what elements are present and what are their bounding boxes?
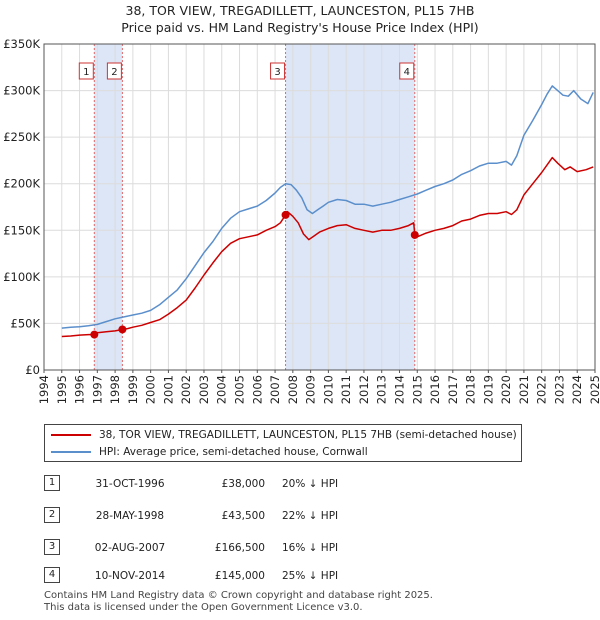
- legend-swatch-hpi: [51, 451, 91, 453]
- x-tick-label: 2011: [339, 375, 353, 404]
- sale-label-box: [270, 62, 286, 80]
- row-hpi: 25% ↓ HPI: [282, 570, 339, 582]
- sale-label: 3: [270, 62, 286, 80]
- row-date: 10-NOV-2014: [94, 570, 166, 582]
- x-tick-label: 2024: [570, 375, 584, 404]
- x-tick-label: 2012: [357, 375, 371, 404]
- x-tick-label: 2019: [481, 375, 495, 404]
- sale-label: 4: [399, 62, 415, 80]
- price-chart: 1 2 3 4 £0 £50K £100K £150K £200K £250K £300K £350K…: [3, 37, 600, 404]
- sale-label: 1: [78, 62, 94, 80]
- x-tick-label: 2009: [304, 375, 318, 404]
- row-number: 1: [44, 475, 60, 491]
- price-line: [61, 156, 594, 338]
- sale-label-text: 3: [274, 67, 280, 78]
- legend-item-hpi: HPI: Average price, semi-detached house,…: [51, 444, 368, 460]
- plot-frame: [43, 43, 596, 371]
- footer-licence: This data is licensed under the Open Gov…: [44, 602, 363, 613]
- x-tick-label: 1997: [90, 375, 104, 404]
- sale-label-box: [399, 62, 415, 80]
- shaded-range: [285, 44, 415, 370]
- y-tick-label: £300K: [3, 84, 40, 98]
- legend-swatch-price: [51, 434, 91, 436]
- table-row: 1 31-OCT-1996 £38,000 20% ↓ HPI: [0, 474, 600, 494]
- chart-subtitle: Price paid vs. HM Land Registry's House …: [121, 20, 479, 35]
- x-tick-label: 2007: [268, 375, 282, 404]
- sale-label-text: 2: [111, 67, 117, 78]
- sale-point: [90, 330, 99, 339]
- row-number: 4: [44, 567, 60, 583]
- legend: 38, TOR VIEW, TREGADILLETT, LAUNCESTON, …: [44, 424, 522, 462]
- row-number: 3: [44, 539, 60, 555]
- y-tick-label: £0: [25, 363, 40, 377]
- sale-label-text: 4: [404, 67, 410, 78]
- x-tick-label: 2005: [233, 375, 247, 404]
- x-tick-label: 2016: [428, 375, 442, 404]
- y-tick-label: £350K: [3, 37, 40, 51]
- y-tick-label: £200K: [3, 177, 40, 191]
- x-tick-label: 1995: [55, 375, 69, 404]
- row-number: 2: [44, 507, 60, 523]
- y-tick-label: £250K: [3, 130, 40, 144]
- x-tick-label: 2010: [321, 375, 335, 404]
- hpi-line: [61, 85, 594, 329]
- sale-label: 2: [106, 62, 122, 80]
- y-tick-label: £150K: [3, 223, 40, 237]
- x-tick-label: 2001: [161, 375, 175, 404]
- row-hpi: 22% ↓ HPI: [282, 510, 339, 522]
- x-tick-label: 1999: [126, 375, 140, 404]
- x-tick-label: 2015: [410, 375, 424, 404]
- x-tick-label: 2018: [464, 375, 478, 404]
- row-price: £38,000: [221, 478, 265, 490]
- sale-label-box: [78, 62, 94, 80]
- sale-point: [281, 210, 290, 219]
- x-tick-label: 2017: [446, 375, 460, 404]
- row-price: £145,000: [214, 570, 265, 582]
- row-price: £166,500: [214, 542, 265, 554]
- sale-label-text: 1: [83, 67, 89, 78]
- x-tick-label: 2020: [499, 375, 513, 404]
- legend-label-price: 38, TOR VIEW, TREGADILLETT, LAUNCESTON, …: [99, 429, 517, 441]
- footer-copyright: Contains HM Land Registry data © Crown c…: [44, 590, 433, 601]
- row-date: 31-OCT-1996: [95, 478, 165, 490]
- sale-point: [410, 230, 419, 239]
- row-price: £43,500: [221, 510, 265, 522]
- x-tick-label: 2014: [392, 375, 406, 404]
- x-tick-label: 2008: [286, 375, 300, 404]
- y-tick-label: £100K: [3, 270, 40, 284]
- row-date: 02-AUG-2007: [94, 542, 166, 554]
- row-hpi: 20% ↓ HPI: [282, 478, 339, 490]
- y-tick-label: £50K: [11, 316, 41, 330]
- x-tick-label: 2002: [179, 375, 193, 404]
- x-tick-label: 1996: [73, 375, 87, 404]
- x-tick-label: 2000: [144, 375, 158, 404]
- x-tick-label: 2023: [552, 375, 566, 404]
- x-tick-label: 2013: [375, 375, 389, 404]
- table-row: 2 28-MAY-1998 £43,500 22% ↓ HPI: [0, 506, 600, 526]
- sale-label-box: [106, 62, 122, 80]
- x-tick-label: 2025: [588, 375, 600, 404]
- x-tick-label: 2006: [250, 375, 264, 404]
- row-hpi: 16% ↓ HPI: [282, 542, 339, 554]
- table-row: 3 02-AUG-2007 £166,500 16% ↓ HPI: [0, 538, 600, 558]
- legend-label-hpi: HPI: Average price, semi-detached house,…: [99, 446, 368, 458]
- x-tick-label: 2004: [215, 375, 229, 404]
- x-tick-label: 2022: [535, 375, 549, 404]
- row-date: 28-MAY-1998: [95, 510, 165, 522]
- legend-item-price: 38, TOR VIEW, TREGADILLETT, LAUNCESTON, …: [51, 427, 517, 443]
- x-tick-label: 1998: [108, 375, 122, 404]
- x-tick-label: 2021: [517, 375, 531, 404]
- chart-title: 38, TOR VIEW, TREGADILLETT, LAUNCESTON, …: [125, 3, 475, 18]
- shaded-range: [94, 44, 123, 370]
- sale-point: [118, 325, 127, 334]
- x-tick-label: 2003: [197, 375, 211, 404]
- x-tick-label: 1994: [37, 375, 51, 404]
- table-row: 4 10-NOV-2014 £145,000 25% ↓ HPI: [0, 566, 600, 586]
